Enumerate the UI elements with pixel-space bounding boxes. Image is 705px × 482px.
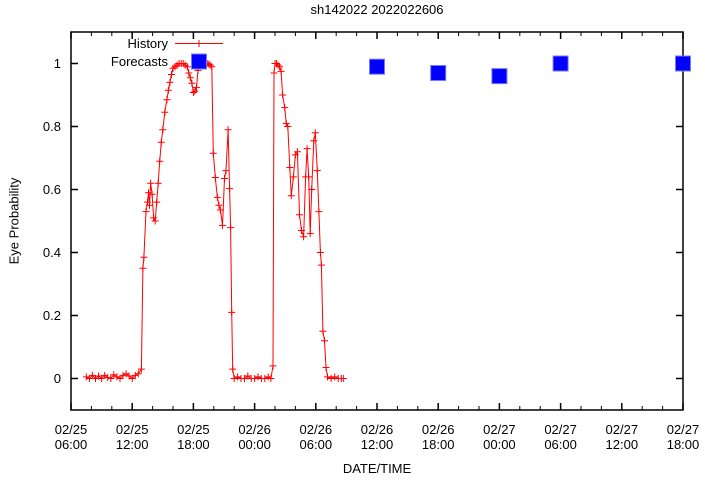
svg-text:06:00: 06:00	[300, 437, 333, 452]
chart-title: sh142022 2022022606	[310, 2, 444, 17]
y-axis-label: Eye Probability	[6, 177, 22, 265]
plot-border	[70, 31, 684, 411]
svg-text:0.4: 0.4	[43, 245, 61, 260]
svg-text:0.8: 0.8	[43, 119, 61, 134]
svg-text:12:00: 12:00	[361, 437, 394, 452]
forecast-points	[369, 55, 691, 85]
forecast-point	[675, 55, 691, 72]
svg-text:18:00: 18:00	[667, 437, 700, 452]
legend-label-history: History	[127, 36, 168, 52]
svg-text:02/25: 02/25	[116, 422, 149, 437]
svg-text:0.6: 0.6	[43, 182, 61, 197]
svg-text:02/27: 02/27	[667, 422, 700, 437]
forecast-point	[369, 58, 385, 75]
history-line	[86, 63, 344, 380]
svg-text:02/26: 02/26	[300, 422, 333, 437]
svg-text:00:00: 00:00	[238, 437, 271, 452]
forecast-point	[430, 65, 447, 81]
x-tick-labels: 02/2506:0002/2512:0002/2518:0002/2600:00…	[55, 422, 700, 452]
svg-text:02/26: 02/26	[238, 422, 271, 437]
svg-text:0.2: 0.2	[43, 308, 61, 323]
svg-text:12:00: 12:00	[116, 437, 149, 452]
y-tick-labels: 0 0.2 0.4 0.6 0.8 1	[43, 56, 61, 386]
svg-text:02/26: 02/26	[361, 422, 394, 437]
svg-text:02/26: 02/26	[422, 422, 455, 437]
svg-text:0: 0	[54, 371, 61, 386]
svg-text:1: 1	[54, 56, 61, 71]
history-line-sample-icon	[175, 40, 223, 48]
forecast-point	[491, 68, 508, 85]
legend-label-forecasts: Forecasts	[110, 53, 168, 69]
svg-text:12:00: 12:00	[606, 437, 639, 452]
svg-text:02/27: 02/27	[544, 422, 577, 437]
svg-text:00:00: 00:00	[483, 437, 516, 452]
legend: History Forecasts	[75, 35, 223, 70]
axis-ticks	[70, 32, 684, 410]
forecast-square-sample-icon	[191, 53, 207, 70]
legend-row-history: History	[75, 35, 223, 53]
svg-text:02/27: 02/27	[606, 422, 639, 437]
forecast-point	[552, 55, 569, 72]
svg-text:18:00: 18:00	[177, 437, 210, 452]
legend-row-forecasts: Forecasts	[75, 53, 223, 71]
history-plus-markers	[82, 60, 347, 382]
axis-minor-ticks	[90, 32, 664, 410]
svg-text:06:00: 06:00	[544, 437, 577, 452]
svg-text:06:00: 06:00	[55, 437, 88, 452]
svg-text:02/25: 02/25	[55, 422, 88, 437]
svg-text:02/27: 02/27	[483, 422, 516, 437]
x-axis-label: DATE/TIME	[342, 461, 412, 476]
svg-text:02/25: 02/25	[177, 422, 210, 437]
svg-text:18:00: 18:00	[422, 437, 455, 452]
